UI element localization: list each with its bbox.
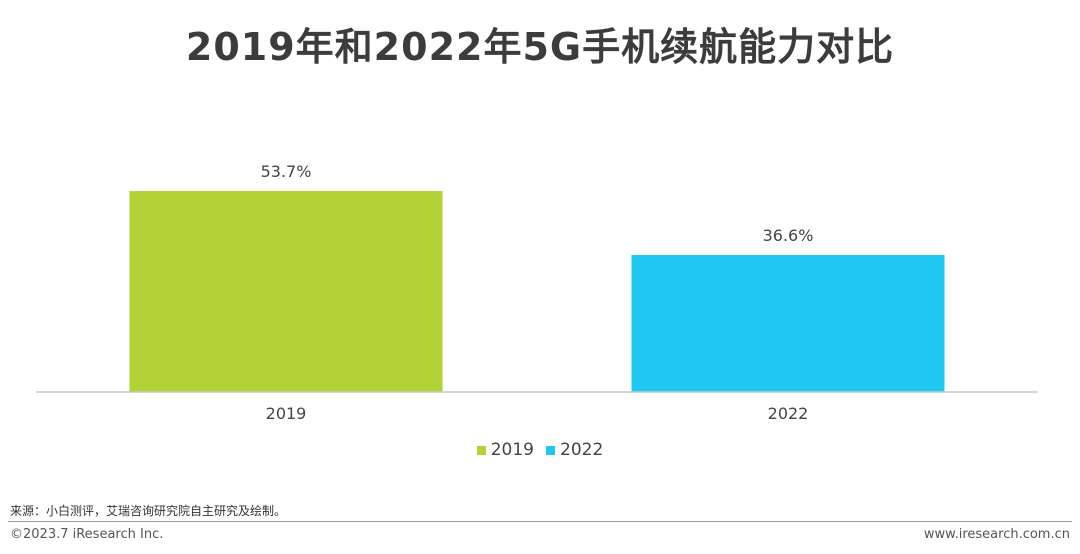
bar-2019 xyxy=(129,191,443,392)
legend-item-2019: 2019 xyxy=(476,440,534,460)
legend-swatch-2019 xyxy=(476,445,486,455)
legend-label-2019: 2019 xyxy=(490,440,534,460)
data-label-2019: 53.7% xyxy=(261,162,312,181)
chart-title: 2019年和2022年5G手机续航能力对比 xyxy=(185,25,895,69)
website-link[interactable]: www.iresearch.com.cn xyxy=(923,527,1070,542)
copyright-text: ©2023.7 iResearch Inc. xyxy=(10,527,164,542)
x-tick-label-2022: 2022 xyxy=(768,404,809,423)
legend: 2019 2022 xyxy=(0,440,1080,460)
footer-divider xyxy=(8,521,1072,522)
x-tick-label-2019: 2019 xyxy=(266,404,307,423)
legend-item-2022: 2022 xyxy=(546,440,603,460)
source-note: 来源：小白测评，艾瑞咨询研究院自主研究及绘制。 xyxy=(10,504,287,518)
legend-label-2022: 2022 xyxy=(560,440,604,460)
data-label-2022: 36.6% xyxy=(763,226,814,245)
legend-swatch-2022 xyxy=(546,445,555,455)
bar-2022 xyxy=(631,255,945,392)
